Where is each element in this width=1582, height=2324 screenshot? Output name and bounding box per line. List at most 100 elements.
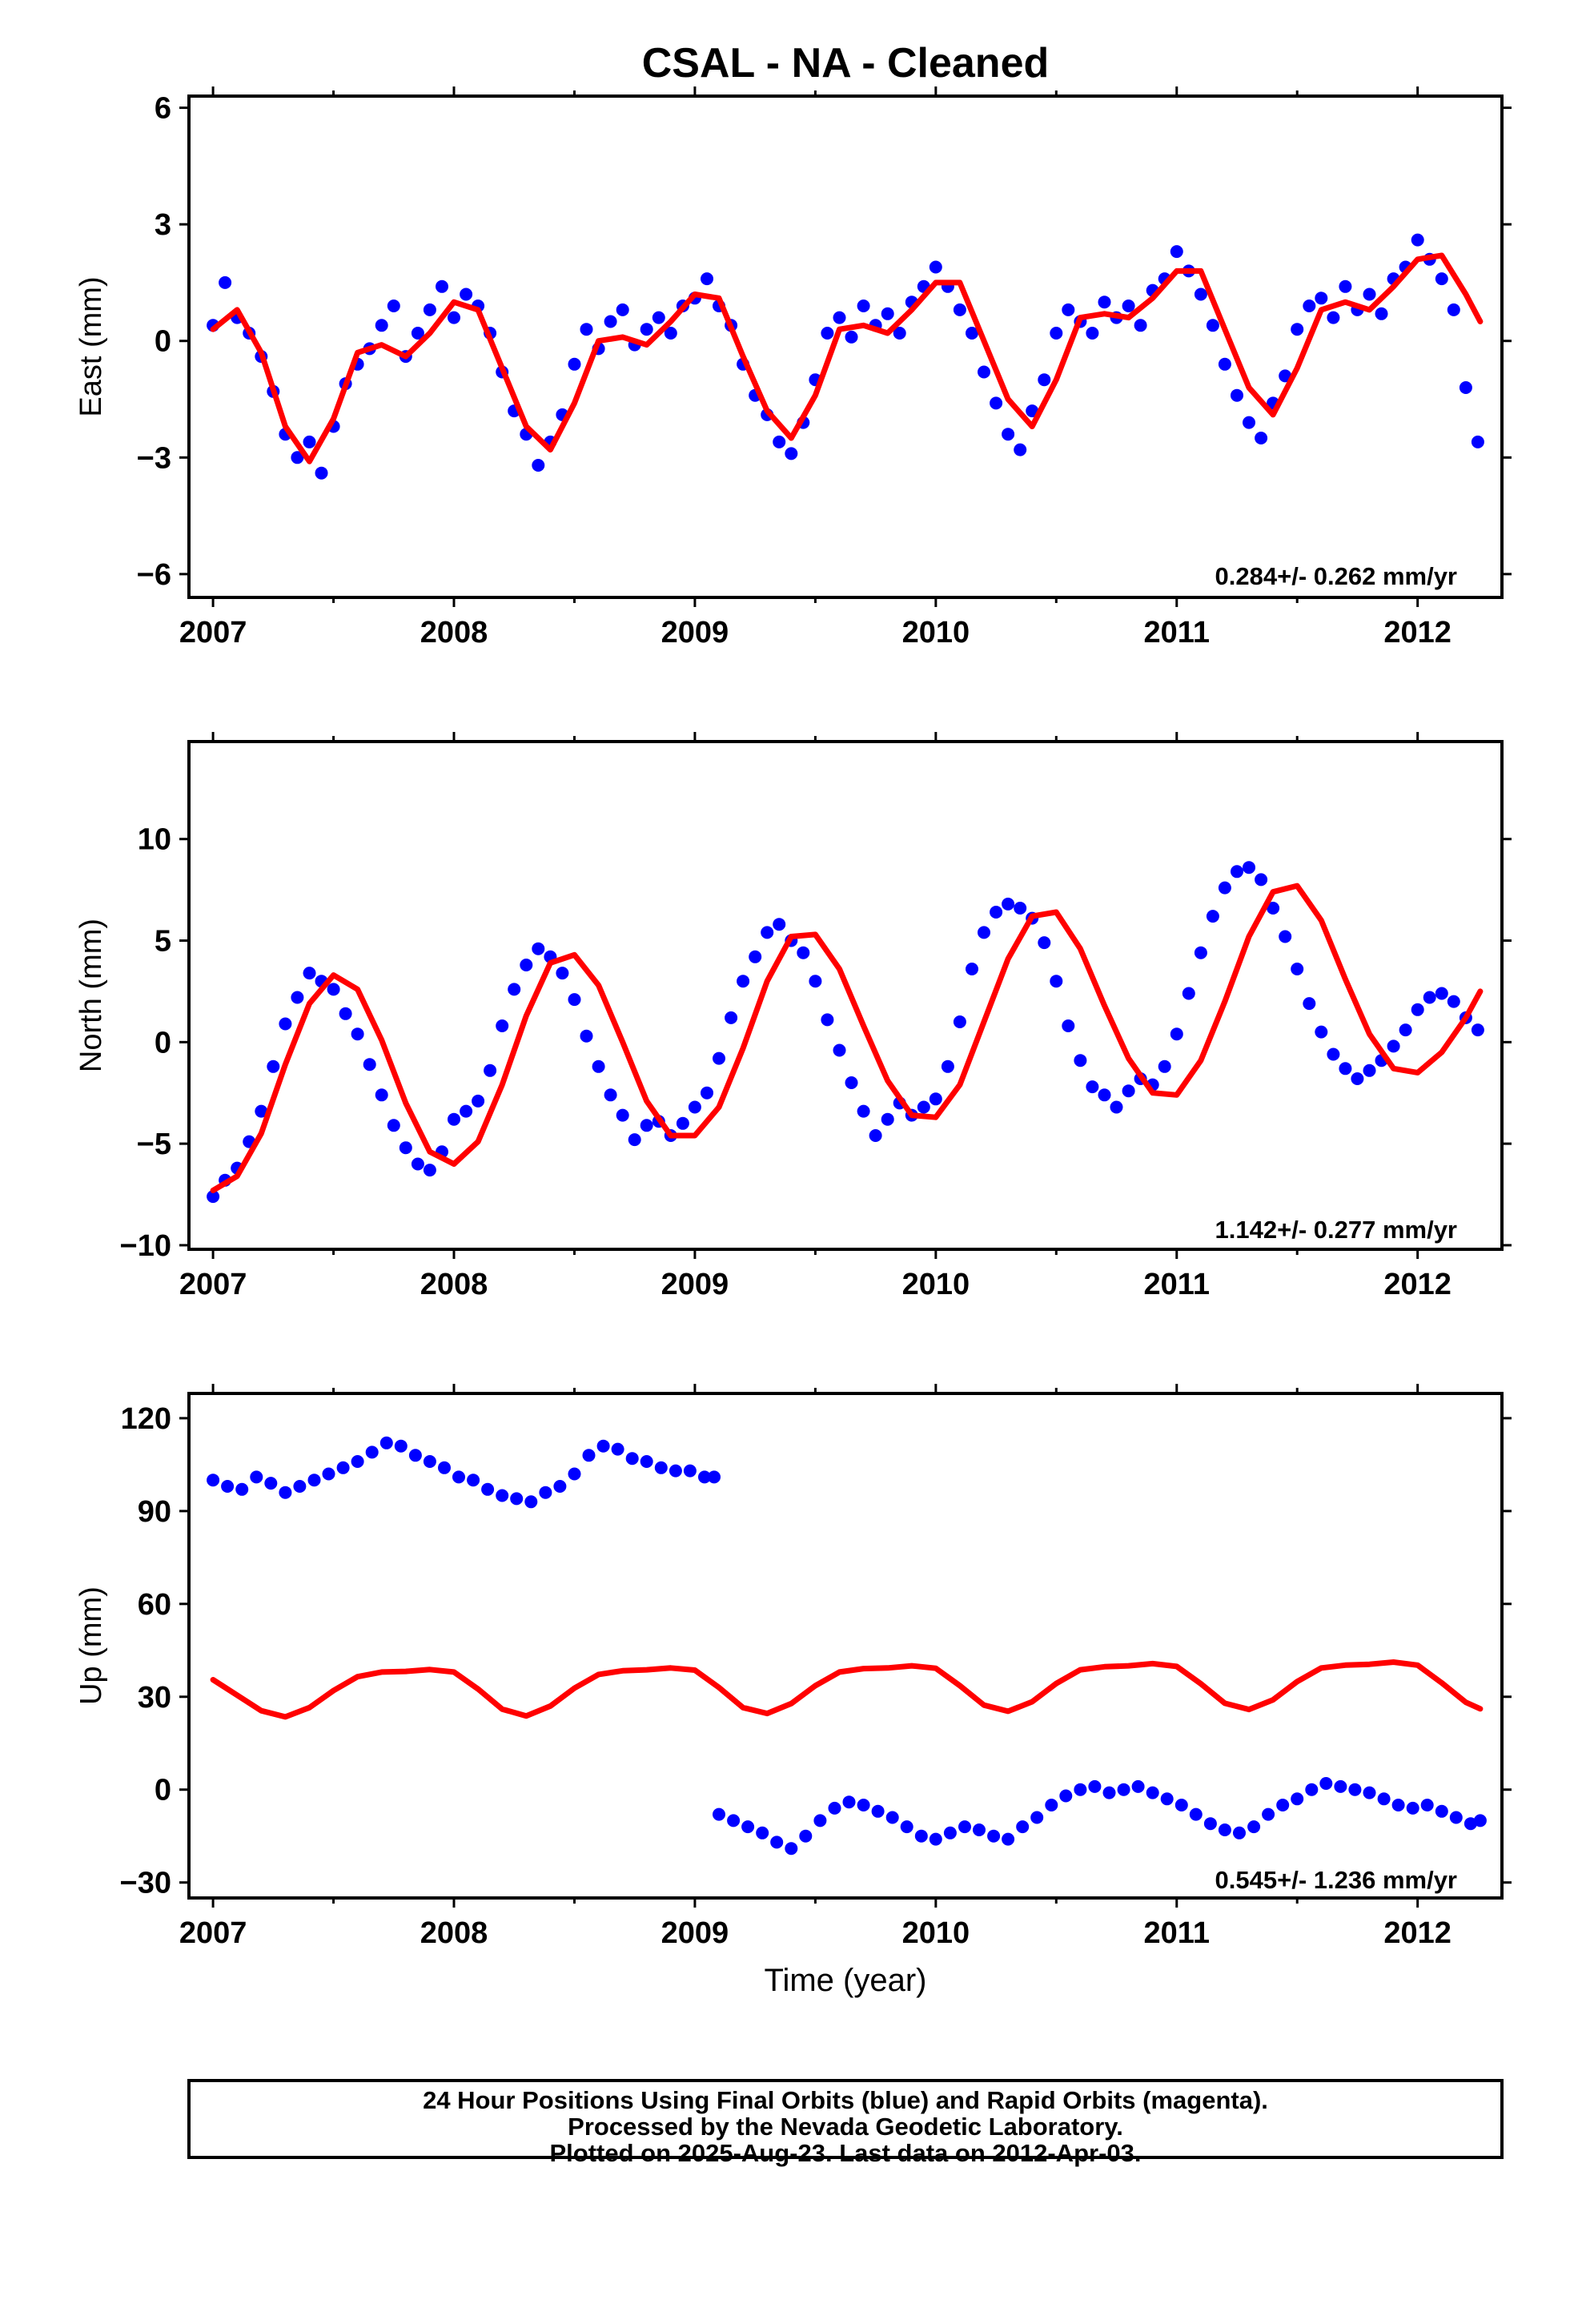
- y-axis-label: East (mm): [74, 276, 108, 416]
- data-point: [1026, 404, 1039, 418]
- data-point: [1406, 1801, 1419, 1815]
- data-point: [1038, 936, 1051, 950]
- x-tick-label: 2007: [179, 1916, 247, 1950]
- data-point: [741, 1820, 755, 1834]
- data-point: [219, 275, 232, 289]
- data-point: [929, 260, 942, 274]
- data-point: [438, 1461, 451, 1474]
- data-point: [1471, 435, 1484, 448]
- data-point: [351, 1455, 364, 1468]
- x-tick-label: 2011: [1144, 616, 1210, 649]
- data-point: [496, 1019, 509, 1032]
- data-point: [1059, 1789, 1073, 1803]
- x-tick-label: 2008: [420, 1916, 488, 1950]
- footer-box: 24 Hour Positions Using Final Orbits (bl…: [187, 2079, 1504, 2167]
- x-tick-label: 2012: [1383, 616, 1452, 649]
- data-point: [387, 300, 400, 312]
- data-point: [881, 307, 894, 320]
- data-point: [1399, 1023, 1412, 1037]
- data-point: [1038, 373, 1051, 387]
- data-point: [1447, 303, 1460, 316]
- data-point: [307, 1474, 321, 1487]
- data-point: [1247, 1820, 1261, 1834]
- panel-1: 2007 2008 2009 2010 2011 2012 −6 −3 0 3 6 East (mm)…: [74, 86, 1512, 649]
- y-tick-label: 90: [138, 1495, 171, 1529]
- data-point: [363, 1058, 376, 1072]
- data-point: [1110, 1100, 1123, 1114]
- data-point: [293, 1480, 307, 1493]
- footer-line-1: 24 Hour Positions Using Final Orbits (bl…: [423, 2086, 1268, 2114]
- data-point: [604, 1088, 617, 1102]
- data-point: [496, 1489, 509, 1502]
- data-point: [833, 1043, 846, 1057]
- data-point: [1203, 1817, 1217, 1831]
- data-point: [616, 1108, 629, 1122]
- data-point: [713, 1807, 725, 1821]
- data-point: [279, 1486, 292, 1499]
- footer-line-2: Processed by the Nevada Geodetic Laborat…: [568, 2113, 1123, 2141]
- data-point: [408, 1449, 422, 1462]
- data-point: [250, 1470, 263, 1484]
- x-tick-label: 2009: [661, 1916, 729, 1950]
- data-point: [1315, 292, 1328, 305]
- data-point: [1134, 319, 1147, 332]
- data-point: [448, 311, 460, 324]
- data-point: [423, 1455, 436, 1468]
- data-point: [1206, 319, 1219, 332]
- x-tick-label: 2009: [661, 1268, 729, 1301]
- data-point: [990, 906, 1003, 919]
- data-point: [1334, 1779, 1347, 1793]
- data-point: [616, 303, 629, 316]
- data-point: [1243, 416, 1255, 429]
- data-point: [1267, 902, 1280, 915]
- data-point: [953, 1015, 966, 1028]
- data-point: [1420, 1799, 1434, 1811]
- data-point: [978, 926, 990, 939]
- data-point: [1423, 991, 1436, 1004]
- data-point: [654, 1461, 668, 1474]
- data-point: [725, 1011, 738, 1024]
- x-tick-label: 2010: [902, 1268, 970, 1301]
- data-point: [785, 447, 798, 460]
- data-point: [917, 1100, 930, 1114]
- data-point: [1363, 1063, 1376, 1077]
- data-point: [596, 1439, 610, 1453]
- chart-title: CSAL - NA - Cleaned: [642, 40, 1050, 86]
- data-point: [821, 1013, 834, 1027]
- data-point: [737, 975, 750, 988]
- x-tick-label: 2008: [420, 1268, 488, 1301]
- data-point: [1146, 1786, 1159, 1799]
- data-point: [756, 1826, 769, 1839]
- y-tick-label: −5: [137, 1128, 171, 1161]
- data-point: [1160, 1792, 1174, 1806]
- y-tick-label: 30: [138, 1681, 171, 1715]
- scatter-series: [207, 1436, 721, 1509]
- data-point: [625, 1452, 639, 1466]
- data-point: [1348, 1783, 1362, 1796]
- y-axis-label: Up (mm): [74, 1586, 108, 1705]
- data-point: [1016, 1820, 1030, 1834]
- y-tick-label: 10: [138, 823, 171, 857]
- data-point: [1189, 1807, 1203, 1821]
- data-point: [727, 1814, 741, 1827]
- data-point: [411, 1157, 424, 1171]
- data-point: [1074, 1783, 1087, 1796]
- data-point: [869, 1129, 882, 1142]
- data-point: [484, 1063, 497, 1077]
- data-point: [235, 1482, 249, 1496]
- data-point: [1255, 873, 1268, 887]
- data-point: [785, 1842, 798, 1856]
- panel-frame: [187, 1392, 1504, 1900]
- data-point: [1194, 946, 1207, 959]
- data-point: [1319, 1777, 1333, 1790]
- data-point: [1170, 1027, 1183, 1041]
- data-point: [1363, 1786, 1376, 1799]
- data-point: [966, 963, 978, 975]
- data-point: [1411, 233, 1424, 247]
- data-point: [387, 1119, 400, 1132]
- data-point: [845, 330, 858, 344]
- data-point: [279, 1017, 292, 1031]
- footer-border: [187, 2079, 1504, 2159]
- fit-line: [210, 1659, 1484, 1720]
- data-point: [1291, 323, 1304, 336]
